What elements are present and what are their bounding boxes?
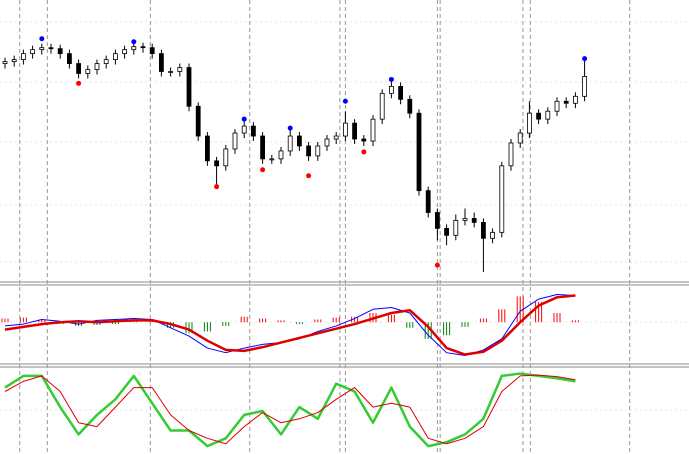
fractal [241, 116, 247, 122]
candle-body [85, 69, 91, 74]
fractal [76, 80, 82, 86]
candle-body [545, 110, 551, 120]
candle-body [490, 231, 496, 239]
candle-body [287, 135, 293, 152]
candle-body [39, 47, 45, 51]
candle-body [149, 47, 155, 55]
candle-body [388, 85, 394, 94]
candle-body [536, 112, 541, 120]
candle-body [398, 85, 404, 100]
candle-body [103, 59, 109, 64]
candle-body [122, 49, 127, 55]
candle-body [113, 53, 118, 60]
candle-body [232, 132, 238, 150]
candle-body [195, 105, 201, 137]
candle-body [499, 165, 505, 233]
candle-body [94, 63, 100, 70]
candle-body [573, 95, 578, 104]
candle-body [324, 138, 330, 147]
candle-body [407, 98, 413, 114]
candle-body [168, 71, 174, 73]
candle-body [315, 145, 321, 157]
candle-body [250, 125, 256, 137]
candle-body [508, 142, 514, 167]
candle-body [177, 67, 183, 72]
candle-body [11, 59, 17, 62]
candle-body [48, 47, 54, 50]
candle-body [67, 53, 72, 64]
fractal [260, 167, 266, 173]
candle-body [352, 122, 358, 140]
candle-body [342, 122, 348, 137]
indicator-line [4, 294, 576, 356]
candle-body [582, 76, 587, 97]
candle-body [158, 53, 164, 72]
candle-body [517, 132, 523, 144]
candle-body [214, 160, 220, 167]
candle-body [453, 220, 459, 236]
candle-body [241, 125, 247, 134]
candle-body [462, 218, 468, 221]
candle-body [333, 135, 339, 140]
candle-body [563, 100, 569, 104]
candle-body [278, 150, 284, 160]
fractal [388, 76, 394, 82]
candle-body [131, 46, 137, 51]
candle-body [480, 222, 486, 239]
fractal [582, 56, 588, 62]
candle-body [306, 145, 312, 157]
fractal [39, 36, 45, 42]
candle-body [370, 118, 376, 142]
candle-body [2, 61, 8, 64]
candle-body [20, 53, 26, 60]
fractal [287, 125, 293, 131]
candle-body [361, 138, 367, 142]
candle-body [260, 135, 266, 160]
candle-body [30, 49, 36, 55]
candle-body [186, 67, 192, 107]
candle-body [379, 92, 385, 120]
candle-body [204, 135, 210, 162]
indicator-line [4, 374, 576, 445]
fractal [214, 184, 220, 190]
candle-body [425, 190, 431, 213]
candle-body [527, 112, 532, 134]
candle-body [296, 135, 302, 147]
candle-body [223, 148, 229, 167]
candle-body [57, 48, 63, 55]
fractal [306, 173, 312, 179]
candle-body [269, 158, 275, 161]
candle-body [434, 212, 440, 229]
candle-body [444, 227, 450, 236]
fractal [131, 39, 137, 45]
candle-body [140, 46, 146, 49]
fractal [434, 262, 440, 268]
fractal [361, 149, 367, 155]
candle-body [76, 63, 81, 74]
fractal [342, 98, 348, 104]
candle-body [554, 100, 560, 112]
candle-body [471, 218, 477, 223]
candle-body [416, 112, 422, 192]
